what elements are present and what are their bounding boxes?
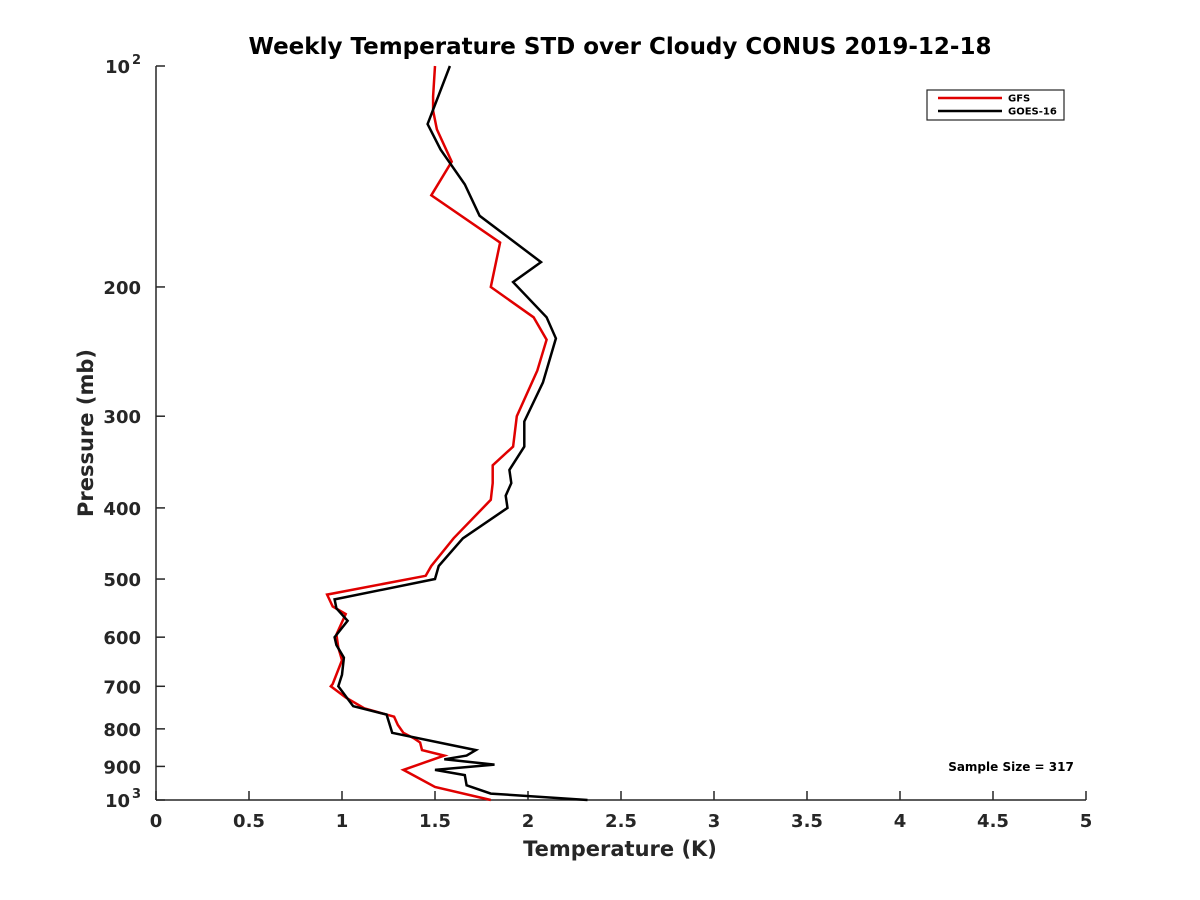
y-tick-label: 200 — [103, 278, 141, 299]
series-lines — [325, 65, 588, 802]
sample-size-annotation: Sample Size = 317 — [948, 760, 1074, 774]
y-tick-label: 500 — [103, 570, 141, 591]
y-tick-label: 10 — [105, 57, 130, 78]
y-tick-label: 10 — [105, 791, 130, 812]
x-axis-ticks: 0 0.5 1 1.5 2 2.5 3 3.5 4 4.5 5 — [150, 791, 1093, 832]
x-tick-label: 0.5 — [233, 811, 265, 832]
chart-title: Weekly Temperature STD over Cloudy CONUS… — [249, 34, 992, 60]
y-tick-label: 600 — [103, 628, 141, 649]
x-tick-label: 3.5 — [791, 811, 823, 832]
y-tick-label: 700 — [103, 677, 141, 698]
x-tick-label: 2.5 — [605, 811, 637, 832]
series-line-gfs — [325, 65, 548, 802]
x-tick-label: 2 — [522, 811, 535, 832]
legend: GFS GOES-16 — [926, 89, 1065, 121]
x-tick-label: 1 — [336, 811, 349, 832]
legend-label-goes16: GOES-16 — [1008, 107, 1057, 118]
x-tick-label: 5 — [1080, 811, 1093, 832]
y-axis-label: Pressure (mb) — [74, 349, 98, 517]
x-tick-label: 0 — [150, 811, 163, 832]
x-tick-label: 4 — [894, 811, 907, 832]
x-axis-label: Temperature (K) — [523, 837, 717, 861]
legend-label-gfs: GFS — [1008, 94, 1030, 105]
legend-box — [926, 89, 1065, 121]
y-tick-label: 300 — [103, 407, 141, 428]
x-tick-label: 4.5 — [977, 811, 1009, 832]
x-tick-label: 1.5 — [419, 811, 451, 832]
y-tick-exponent: 3 — [132, 787, 141, 802]
y-tick-label: 800 — [103, 720, 141, 741]
series-line-goes16 — [333, 65, 588, 802]
y-tick-exponent: 2 — [132, 53, 141, 68]
x-tick-label: 3 — [708, 811, 721, 832]
y-tick-label: 400 — [103, 499, 141, 520]
y-tick-label: 900 — [103, 757, 141, 778]
